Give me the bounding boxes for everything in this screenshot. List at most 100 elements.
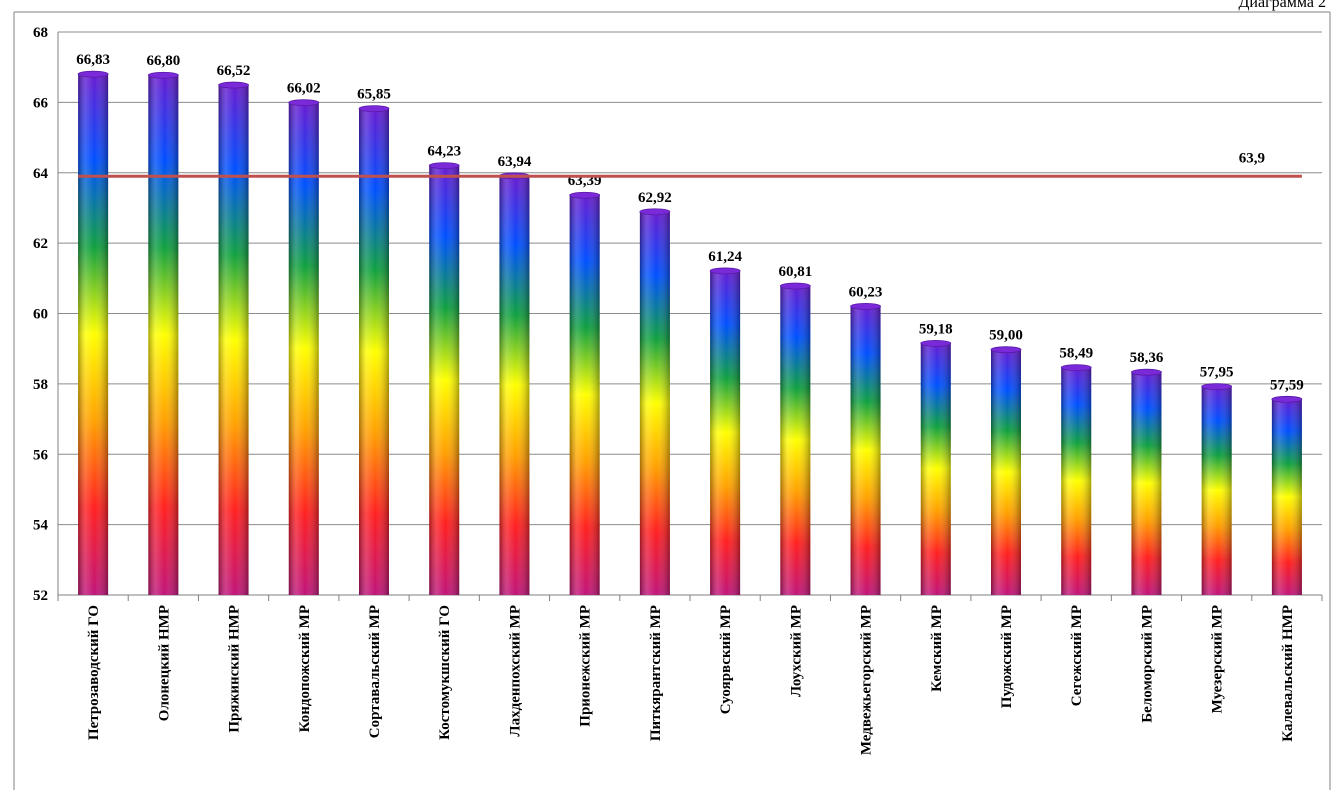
- data-label: 57,59: [1270, 377, 1304, 393]
- bar-group: [1060, 364, 1092, 595]
- category-label: Медвежьегорский МР: [859, 605, 875, 755]
- bar-shading: [78, 73, 109, 595]
- bar-cap: [77, 70, 109, 78]
- bar-group: [1201, 383, 1233, 595]
- bar-group: [499, 172, 530, 595]
- bar-cap: [358, 105, 390, 113]
- data-label: 59,18: [919, 321, 953, 337]
- data-label: 65,85: [357, 87, 391, 103]
- bar-group: [850, 303, 881, 595]
- y-tick-label: 60: [33, 307, 48, 323]
- bar-shading: [288, 101, 319, 595]
- category-label: Олонецкий НМР: [156, 605, 172, 721]
- bar-group: [639, 208, 671, 595]
- data-label: 58,36: [1130, 350, 1164, 366]
- diagram-caption: Диаграмма 2: [1238, 0, 1326, 11]
- category-label: Питкярантский МР: [648, 605, 664, 741]
- bar-shading: [991, 348, 1021, 595]
- y-tick-label: 52: [33, 588, 48, 604]
- data-label: 61,24: [708, 249, 742, 265]
- data-label: 60,23: [849, 284, 883, 300]
- category-label: Лоухский МР: [788, 605, 804, 697]
- bar-shading: [359, 107, 389, 595]
- bar-shading: [218, 84, 249, 595]
- bar-cap: [850, 303, 881, 310]
- category-label: Сортавальский МР: [367, 605, 383, 738]
- bar-group: [288, 99, 320, 595]
- data-label: 66,83: [76, 52, 110, 68]
- bar-cap: [218, 81, 249, 89]
- bar-shading: [920, 342, 951, 595]
- bar-shading: [1201, 385, 1232, 595]
- bar-group: [920, 339, 952, 595]
- data-label: 60,81: [778, 264, 812, 280]
- bar-group: [779, 282, 811, 595]
- category-label: Беломорский МР: [1139, 605, 1155, 723]
- category-label: Петрозаводский ГО: [86, 605, 102, 740]
- y-tick-label: 54: [33, 518, 49, 534]
- bar-cap: [639, 208, 671, 216]
- category-label: Кемский МР: [929, 605, 945, 692]
- y-tick-label: 58: [33, 377, 48, 393]
- category-label: Калевальский НМР: [1280, 605, 1296, 742]
- bar-group: [990, 346, 1022, 595]
- bar-cap: [1271, 395, 1303, 403]
- bar-cap: [1201, 383, 1233, 391]
- data-label: 63,94: [498, 154, 532, 170]
- bar-cap: [147, 71, 179, 79]
- bar-group: [428, 162, 460, 596]
- bar-group: [147, 71, 179, 596]
- bar-cap: [1060, 364, 1092, 372]
- data-label: 57,95: [1200, 365, 1234, 381]
- data-label: 66,02: [287, 81, 321, 97]
- bar-group: [218, 81, 249, 595]
- bar-shading: [1061, 366, 1092, 595]
- bar-group: [77, 70, 109, 595]
- bar-shading: [850, 305, 881, 595]
- bar-shading: [1131, 371, 1162, 595]
- bar-shading: [1271, 398, 1302, 595]
- bar-shading: [639, 210, 670, 595]
- data-label: 64,23: [427, 144, 461, 160]
- y-tick-label: 56: [33, 447, 49, 463]
- data-label: 59,00: [989, 328, 1023, 344]
- category-label: Кондопожский МР: [297, 605, 313, 732]
- bar-cap: [990, 346, 1022, 354]
- data-label: 66,80: [146, 53, 180, 69]
- category-label: Пудожский МР: [999, 605, 1015, 708]
- bar-cap: [569, 191, 601, 199]
- bar-shading: [429, 164, 460, 596]
- bar-group: [1271, 395, 1303, 595]
- data-label: 58,49: [1059, 346, 1093, 362]
- category-label: Костомукшский ГО: [437, 605, 453, 740]
- category-label: Лахденпохский МР: [507, 605, 523, 737]
- y-tick-label: 68: [33, 25, 48, 41]
- bar-shading: [148, 74, 179, 596]
- bar-cap: [288, 99, 320, 107]
- y-tick-label: 66: [33, 95, 49, 111]
- bar-group: [1131, 368, 1162, 595]
- category-label: Сегежский МР: [1069, 605, 1085, 706]
- bar-cap: [428, 162, 460, 170]
- bar-cap: [779, 282, 811, 290]
- bar-shading: [710, 269, 741, 595]
- category-label: Прионежский МР: [578, 605, 594, 727]
- bar-group: [358, 105, 390, 595]
- bar-group: [709, 267, 741, 595]
- y-tick-label: 64: [33, 166, 49, 182]
- data-label: 66,52: [217, 63, 251, 79]
- bar-shading: [569, 194, 600, 596]
- bar-cap: [1131, 368, 1162, 376]
- bar-cap: [920, 339, 952, 347]
- category-label: Суоярвский МР: [718, 605, 734, 714]
- category-label: Пряжинский НМР: [227, 605, 243, 733]
- category-label: Муезерский МР: [1210, 605, 1226, 713]
- data-label: 62,92: [638, 190, 672, 206]
- bar-shading: [780, 284, 811, 595]
- reference-line-label: 63,9: [1239, 150, 1265, 166]
- y-tick-label: 62: [33, 236, 48, 252]
- bar-group: [569, 191, 601, 596]
- bar-cap: [709, 267, 741, 275]
